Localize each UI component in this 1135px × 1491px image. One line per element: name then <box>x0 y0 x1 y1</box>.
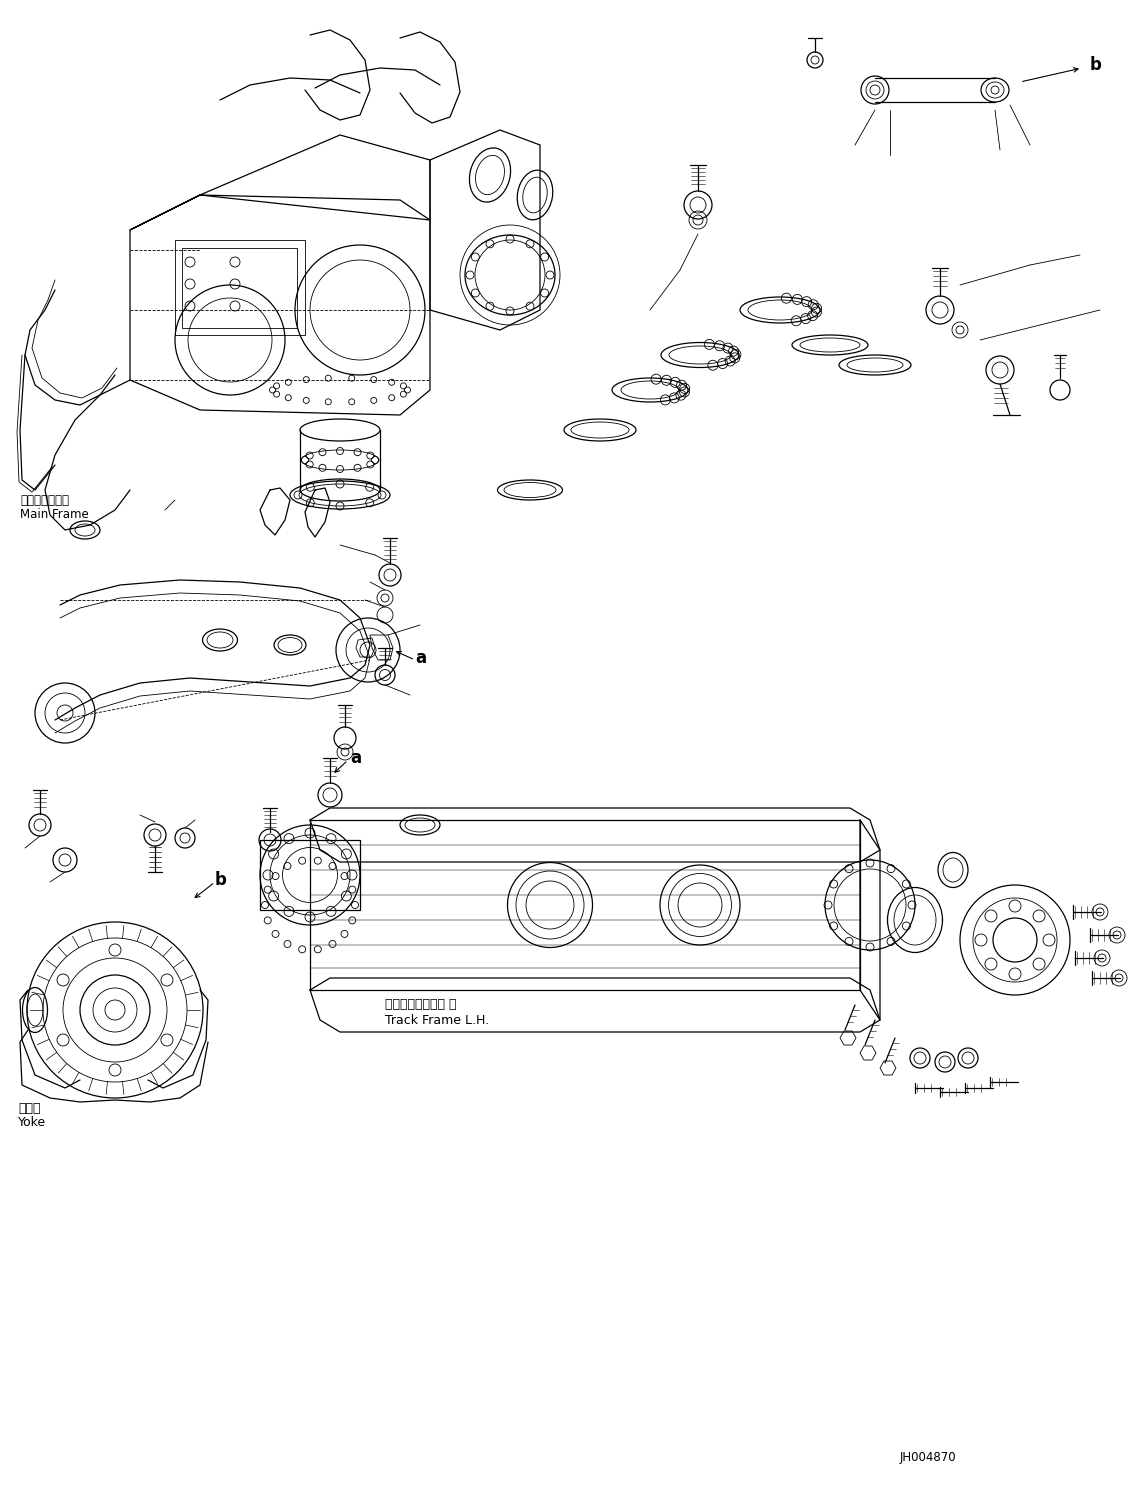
Bar <box>175 240 305 335</box>
Text: メインフレーム: メインフレーム <box>20 494 69 507</box>
Text: a: a <box>415 649 426 666</box>
Text: a: a <box>350 748 361 766</box>
Text: JH004870: JH004870 <box>900 1452 957 1464</box>
Bar <box>182 248 297 328</box>
Text: ヨーク: ヨーク <box>18 1102 41 1114</box>
Text: b: b <box>1090 57 1102 75</box>
Text: Track Frame L.H.: Track Frame L.H. <box>385 1014 489 1026</box>
Text: Yoke: Yoke <box>18 1115 47 1129</box>
Text: Main Frame: Main Frame <box>20 508 89 522</box>
Text: b: b <box>215 871 227 889</box>
Text: トラックフレーム 左: トラックフレーム 左 <box>385 999 456 1011</box>
